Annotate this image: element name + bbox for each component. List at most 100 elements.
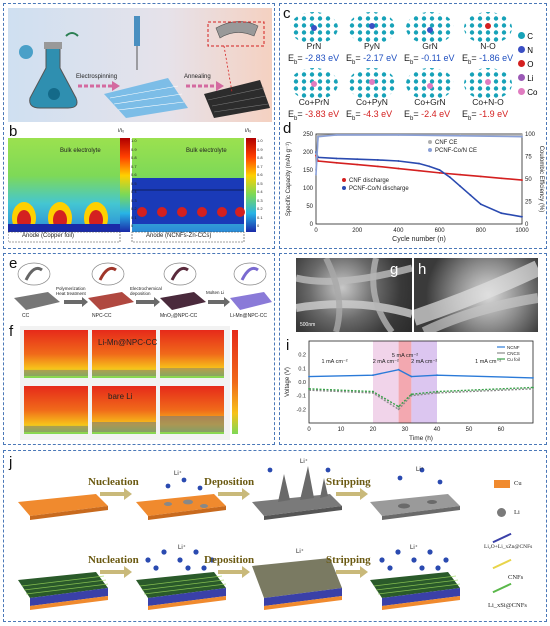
c-label-pyn: PyN [363,41,381,51]
i-point-1-2 [397,408,400,411]
e-step-limn: Li-Mn@NPC-CC [230,313,268,319]
legend-o-item: O [518,58,537,72]
c-eb-grn: Eb= -0.11 eV [404,53,455,66]
panel-label-f: f [9,323,14,340]
d-point-1-8 [438,169,441,171]
legend-li-item: Li [518,72,537,86]
j-legend: Cu Li Li₂O+Li_xZn@CNFs CNFs Li_xSi@CNFs [484,480,544,609]
d-xtick-5: 1000 [515,228,529,234]
c-eb-prn: Eb= -2.83 eV [288,53,340,66]
legend-li2o-label: Li₂O+Li_xZn@CNFs [484,544,533,550]
panel-label-e: e [9,255,18,272]
i-ytick-0: 0.2 [298,353,306,359]
j-step-deposition-1: Deposition [204,476,255,488]
panel-cd-frame [279,3,547,249]
i-xtick-4: 40 [434,427,441,433]
li-ions-row1 [165,467,443,491]
j-step-nucleation-2: Nucleation [88,554,139,566]
d-legend-marker-0 [428,140,432,144]
legend-co-item: Co [518,86,537,100]
i-annotation-0: 1 mA cm⁻² [322,359,348,365]
b-left-anode: Anode (Copper foil) [22,233,75,239]
i-region-5ma [398,341,412,423]
d-xtick-2: 400 [393,228,404,234]
i-point-2-0 [308,387,310,390]
i-legend-label-1: CNCS [507,351,520,356]
d-point-1-9 [449,176,451,179]
d-point-3-4 [459,134,462,137]
j-li-ion-label-3: Li⁺ [416,467,424,473]
d-point-1-6 [418,162,420,165]
d-legend-label-0: CNF CE [435,140,457,146]
precursor-icon [19,45,33,59]
d-legend-marker-2 [342,178,346,182]
e-arrow-label-3: Molten Li [206,290,225,295]
legend-cu-swatch [494,480,510,488]
panel-j-scheme [18,466,461,610]
legend-cnf-swatch [492,558,512,570]
flask-icon [29,42,78,109]
f-bottom-title: bare Li [108,392,133,401]
step-annealing-label: Annealing [184,74,211,80]
d-point-0-6 [418,169,420,172]
fabric-cloths [14,292,272,310]
i-point-1-5 [532,387,534,390]
c-eb-co-no: Eb= -1.9 eV [462,109,509,122]
e-arrow-label-2: Electrochemical deposition [130,286,162,296]
c-eb-pyn: Eb= -2.17 eV [346,53,398,66]
i-point-1-4 [436,392,438,394]
d-point-1-11 [469,194,472,197]
c-eb-no: Eb= -1.86 eV [462,53,514,66]
d-point-1-7 [428,165,431,168]
i-point-2-2 [397,405,400,408]
panel-j-frame [3,450,547,622]
e-arrow-label-1: Polymerization Heat treatment [56,286,86,296]
b-scale-ticks-left: 1.0 0.9 0.8 0.7 0.6 0.5 0.4 0.3 0.2 0.1 0 [131,138,137,228]
i-point-1-3 [410,394,413,397]
j-arrows-row1 [100,488,368,500]
d-point-0-11 [521,179,523,181]
panel-ab-frame [3,3,275,249]
i-ylabel: Voltage (V) [285,367,291,397]
panel-ghi-frame [279,253,547,445]
i-annotation-2: 5 mA cm⁻² [392,353,418,359]
c-label-co-no: Co+N-O [472,97,504,107]
d-ytick-0: 0 [310,222,314,228]
d-xtick-4: 800 [476,228,487,234]
d-legend-label-2: CNF discharge [349,178,390,184]
e-step-npc: NPC-CC [92,313,112,319]
panel-label-i: i [286,337,290,354]
d-point-0-2 [335,161,338,164]
d-legend-label-3: PCNF-Co/N discharge [349,186,409,192]
i-point-0-1 [372,374,374,377]
d-y2tick-4: 100 [525,132,536,138]
i-ytick-2: 0.0 [298,380,306,386]
j-li-ion-label-6: Li⁺ [410,545,418,551]
i-legend-label-2: Cu foil [507,357,520,362]
b-scale-title-left: i/i₀ [118,128,125,134]
legend-cu-label: Cu [514,480,522,487]
j-li-ion-label-5: Li⁺ [296,549,304,555]
i-plot-frame [308,340,534,424]
j-step-deposition-2: Deposition [204,554,255,566]
voltage-chart: 0 10 20 30 40 50 60 0.2 0.1 0.0 -0.1 -0.2 Time (h) Vo… [285,340,534,442]
d-point-3-2 [335,134,338,136]
i-series-1 [308,388,534,411]
j-arrows-row2 [100,566,368,578]
sem-fibers-h [414,260,538,332]
d-xtick-0: 0 [314,228,318,234]
i-ytick-4: -0.2 [297,407,306,413]
d-point-1-5 [397,160,400,162]
d-point-1-13 [500,212,503,215]
panel-a-illustration [8,8,272,122]
i-point-2-1 [372,390,374,393]
d-point-1-2 [335,157,338,160]
i-region-2ma [373,341,399,423]
d-legend-marker-1 [428,148,432,152]
legend-lixsi-label: Li_xSi@CNFs [488,602,527,609]
i-xlabel: Time (h) [409,435,433,442]
i-annotation-3: 2 mA cm⁻² [411,359,437,365]
d-point-0-7 [438,171,441,174]
c-label-prn: PrN [306,41,322,51]
b-scale-ticks-right: 1.0 0.9 0.8 0.7 0.6 0.5 0.4 0.3 0.2 0.1 0 [257,138,263,228]
